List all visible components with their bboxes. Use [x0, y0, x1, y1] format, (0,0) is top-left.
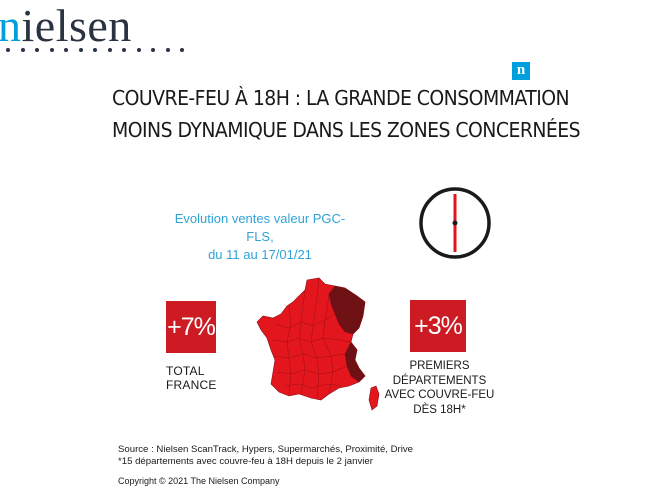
copyright: Copyright © 2021 The Nielsen Company	[118, 476, 280, 486]
infographic-card	[70, 60, 574, 496]
headline: COUVRE-FEU À 18H : LA GRANDE CONSOMMATIO…	[112, 82, 581, 146]
headline-line-2: MOINS DYNAMIQUE DANS LES ZONES CONCERNÉE…	[112, 118, 581, 142]
logo-wordmark: ielsen	[21, 0, 132, 51]
logo-letter-n: n	[0, 0, 22, 51]
curfew-departments-label: PREMIERS DÉPARTEMENTS AVEC COUVRE-FEU DÈ…	[384, 360, 495, 416]
france-map	[256, 277, 380, 411]
footnote: *15 départements avec couvre-feu à 18H d…	[118, 455, 373, 467]
headline-line-1: COUVRE-FEU À 18H : LA GRANDE CONSOMMATIO…	[112, 86, 570, 110]
source-note: Source : Nielsen ScanTrack, Hypers, Supe…	[118, 444, 414, 455]
curfew-departments-percent: +3%	[410, 300, 466, 352]
subtitle-line-2: du 11 au 17/01/21	[208, 247, 312, 262]
nielsen-logo: nielsen	[0, 0, 184, 58]
logo-dots	[6, 48, 184, 52]
nielsen-badge: n	[512, 62, 530, 80]
subtitle-line-1: Evolution ventes valeur PGC-FLS,	[174, 211, 346, 244]
footer-notes: Source : Nielsen ScanTrack, Hypers, Supe…	[118, 444, 413, 467]
total-france-percent: +7%	[166, 301, 216, 353]
subtitle: Evolution ventes valeur PGC-FLS, du 11 a…	[170, 210, 350, 264]
clock-icon	[419, 187, 491, 259]
total-france-label: TOTAL FRANCE	[166, 364, 217, 392]
